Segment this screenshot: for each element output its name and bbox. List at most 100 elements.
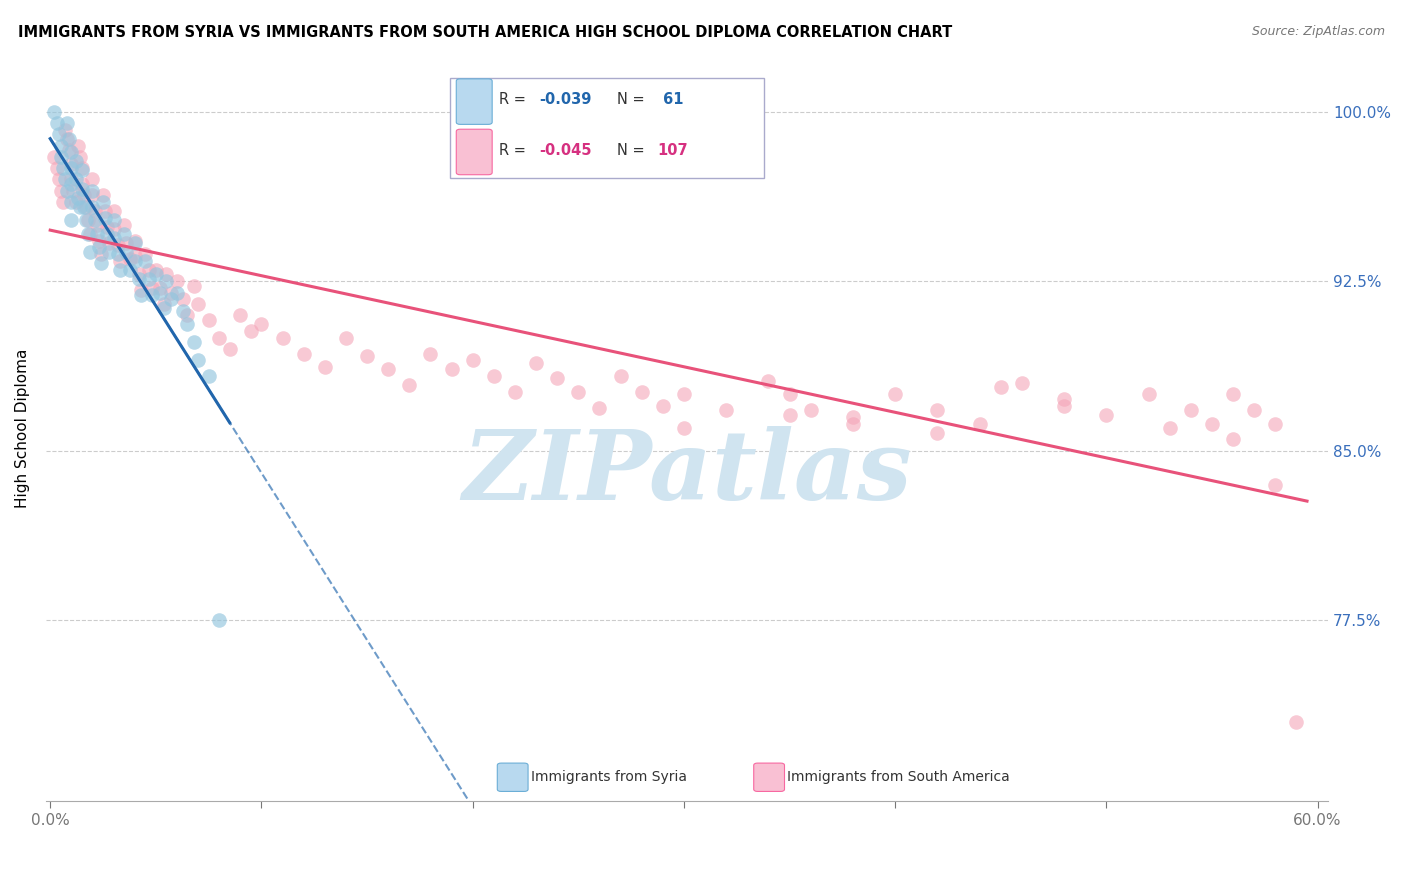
- Point: [229, 308, 252, 322]
- Point: [187, 353, 209, 368]
- Point: [842, 409, 865, 424]
- Point: [58, 132, 80, 146]
- Point: [145, 268, 167, 282]
- Point: [87, 234, 110, 248]
- Point: [82, 172, 104, 186]
- Point: [149, 281, 172, 295]
- Point: [60, 161, 83, 176]
- Text: ZIPatlas: ZIPatlas: [463, 425, 912, 520]
- Point: [77, 213, 100, 227]
- Point: [73, 188, 96, 202]
- Point: [197, 369, 219, 384]
- Point: [124, 249, 146, 263]
- Point: [96, 227, 118, 241]
- Point: [52, 195, 75, 210]
- Point: [271, 331, 294, 345]
- Point: [112, 218, 135, 232]
- Point: [79, 244, 101, 259]
- Point: [45, 161, 67, 176]
- Point: [138, 272, 160, 286]
- Point: [141, 281, 163, 295]
- Y-axis label: High School Diploma: High School Diploma: [15, 349, 30, 508]
- Point: [82, 184, 104, 198]
- Point: [197, 312, 219, 326]
- Point: [49, 138, 72, 153]
- Point: [53, 172, 76, 186]
- Text: N =: N =: [617, 143, 648, 158]
- Text: Source: ZipAtlas.com: Source: ZipAtlas.com: [1251, 25, 1385, 38]
- FancyBboxPatch shape: [498, 763, 529, 791]
- Point: [503, 384, 526, 399]
- FancyBboxPatch shape: [450, 78, 763, 178]
- Point: [82, 188, 104, 202]
- Point: [524, 355, 547, 369]
- Point: [49, 184, 72, 198]
- Point: [172, 303, 194, 318]
- Point: [45, 116, 67, 130]
- Point: [1095, 408, 1118, 422]
- Point: [86, 218, 108, 232]
- Point: [1285, 714, 1308, 729]
- Point: [567, 384, 589, 399]
- Point: [714, 403, 737, 417]
- Point: [108, 263, 131, 277]
- Point: [98, 244, 121, 259]
- Point: [356, 349, 378, 363]
- Point: [69, 200, 91, 214]
- Point: [49, 150, 72, 164]
- Text: R =: R =: [499, 92, 530, 107]
- Text: N =: N =: [617, 92, 648, 107]
- Point: [159, 285, 181, 300]
- Point: [56, 116, 79, 130]
- Point: [60, 156, 83, 170]
- Point: [48, 128, 70, 142]
- Point: [44, 104, 66, 119]
- Text: 61: 61: [658, 92, 683, 107]
- Point: [153, 301, 176, 316]
- Point: [1159, 421, 1181, 435]
- Point: [65, 195, 87, 210]
- Point: [103, 231, 125, 245]
- Point: [129, 283, 152, 297]
- Point: [800, 403, 823, 417]
- Text: Immigrants from South America: Immigrants from South America: [787, 771, 1010, 784]
- Point: [546, 371, 568, 385]
- Point: [70, 181, 93, 195]
- Point: [183, 335, 205, 350]
- Text: -0.039: -0.039: [540, 92, 592, 107]
- Point: [482, 369, 505, 384]
- Point: [66, 190, 89, 204]
- Point: [159, 293, 181, 307]
- Point: [134, 253, 156, 268]
- Point: [103, 222, 125, 236]
- Point: [166, 285, 188, 300]
- Point: [927, 403, 949, 417]
- Point: [60, 213, 83, 227]
- Point: [79, 227, 101, 241]
- Point: [398, 378, 420, 392]
- Point: [70, 177, 93, 191]
- Point: [969, 417, 991, 431]
- Point: [56, 184, 79, 198]
- Point: [82, 200, 104, 214]
- Point: [461, 353, 484, 368]
- Point: [672, 421, 695, 435]
- Point: [94, 204, 117, 219]
- Point: [630, 384, 652, 399]
- Point: [120, 263, 142, 277]
- Point: [166, 274, 188, 288]
- Point: [128, 272, 150, 286]
- Point: [884, 387, 907, 401]
- Point: [60, 177, 83, 191]
- Point: [149, 285, 172, 300]
- Point: [77, 227, 100, 241]
- Text: R =: R =: [499, 143, 530, 158]
- Point: [250, 317, 273, 331]
- Point: [419, 346, 441, 360]
- Point: [1222, 433, 1244, 447]
- Point: [70, 163, 93, 178]
- Point: [134, 247, 156, 261]
- Point: [1222, 387, 1244, 401]
- Point: [1264, 477, 1286, 491]
- Point: [779, 408, 801, 422]
